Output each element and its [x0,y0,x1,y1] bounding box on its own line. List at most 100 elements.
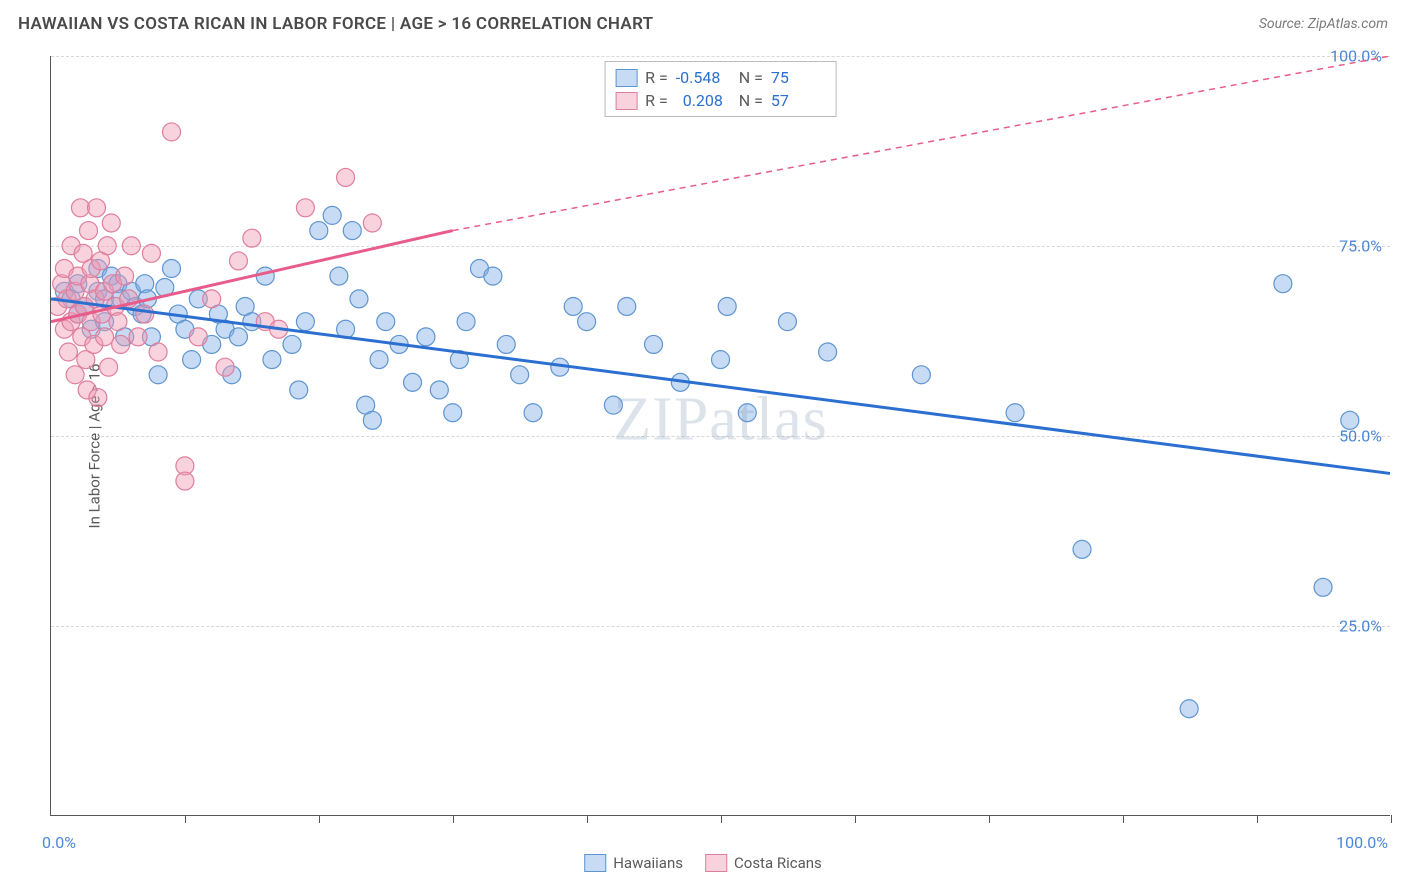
scatter-point [88,199,106,217]
scatter-point [102,214,120,232]
scatter-point [229,252,247,270]
scatter-point [79,222,97,240]
scatter-point [330,267,348,285]
scatter-point [343,222,361,240]
scatter-point [363,214,381,232]
scatter-point [912,366,930,384]
x-tick [1257,815,1258,823]
scatter-point [1073,540,1091,558]
legend-item-hawaiians: Hawaiians [584,854,683,872]
scatter-point [337,168,355,186]
x-tick [185,815,186,823]
swatch-costaricans [615,92,637,110]
legend-swatch-hawaiians [584,854,606,872]
r-label-2: R = [645,91,668,110]
x-tick [587,815,588,823]
trend-line [51,299,1390,474]
x-tick [1123,815,1124,823]
chart-title: HAWAIIAN VS COSTA RICAN IN LABOR FORCE |… [18,14,653,34]
legend-label-costaricans: Costa Ricans [734,854,822,872]
scatter-point [1314,578,1332,596]
scatter-point [149,343,167,361]
chart-svg [51,56,1390,815]
scatter-point [122,237,140,255]
scatter-point [363,411,381,429]
scatter-point [283,335,301,353]
scatter-point [71,199,89,217]
scatter-point [59,343,77,361]
x-axis-end-label: 100.0% [1336,833,1388,852]
scatter-point [350,290,368,308]
scatter-point [189,328,207,346]
scatter-point [524,404,542,422]
r-value-costaricans: 0.208 [676,91,731,110]
scatter-point [497,335,515,353]
x-tick [855,815,856,823]
scatter-point [578,313,596,331]
n-value-hawaiians: 75 [771,68,826,87]
scatter-point [444,404,462,422]
scatter-point [216,358,234,376]
legend-item-costaricans: Costa Ricans [705,854,822,872]
scatter-point [109,313,127,331]
scatter-point [1341,411,1359,429]
scatter-point [296,313,314,331]
x-tick [989,815,990,823]
scatter-point [778,313,796,331]
scatter-point [149,366,167,384]
plot-area: ZIPatlas R = -0.548 N = 75 R = 0.208 N =… [50,56,1390,816]
scatter-point [618,297,636,315]
stats-row-costaricans: R = 0.208 N = 57 [615,89,826,112]
scatter-point [98,237,116,255]
scatter-point [645,335,663,353]
scatter-point [718,297,736,315]
swatch-hawaiians [615,69,637,87]
scatter-point [263,351,281,369]
scatter-point [256,267,274,285]
n-label: N = [739,68,763,87]
scatter-point [243,229,261,247]
scatter-point [1274,275,1292,293]
legend-label-hawaiians: Hawaiians [613,854,683,872]
scatter-point [310,222,328,240]
x-tick [721,815,722,823]
scatter-point [142,244,160,262]
scatter-point [712,351,730,369]
scatter-point [100,358,118,376]
n-label-2: N = [739,91,763,110]
r-value-hawaiians: -0.548 [676,68,731,87]
scatter-point [417,328,435,346]
legend-swatch-costaricans [705,854,727,872]
x-tick [1391,815,1392,823]
scatter-point [323,206,341,224]
scatter-point [484,267,502,285]
scatter-point [819,343,837,361]
scatter-point [296,199,314,217]
scatter-point [89,389,107,407]
series-legend: Hawaiians Costa Ricans [584,854,822,872]
scatter-point [511,366,529,384]
scatter-point [1006,404,1024,422]
scatter-point [183,351,201,369]
source-label: Source: [1259,16,1308,32]
scatter-point [96,328,114,346]
scatter-point [1180,700,1198,718]
scatter-point [377,313,395,331]
scatter-point [229,328,247,346]
r-label: R = [645,68,668,87]
scatter-point [163,260,181,278]
scatter-point [116,267,134,285]
scatter-point [564,297,582,315]
trend-line-extrapolated [453,56,1390,231]
scatter-point [370,351,388,369]
scatter-point [163,123,181,141]
scatter-point [129,328,147,346]
source-attribution: Source: ZipAtlas.com [1259,16,1388,32]
x-axis-start-label: 0.0% [42,833,76,852]
correlation-stats-legend: R = -0.548 N = 75 R = 0.208 N = 57 [604,61,837,117]
scatter-point [738,404,756,422]
scatter-point [290,381,308,399]
source-value: ZipAtlas.com [1308,16,1388,32]
x-tick [319,815,320,823]
scatter-point [203,290,221,308]
